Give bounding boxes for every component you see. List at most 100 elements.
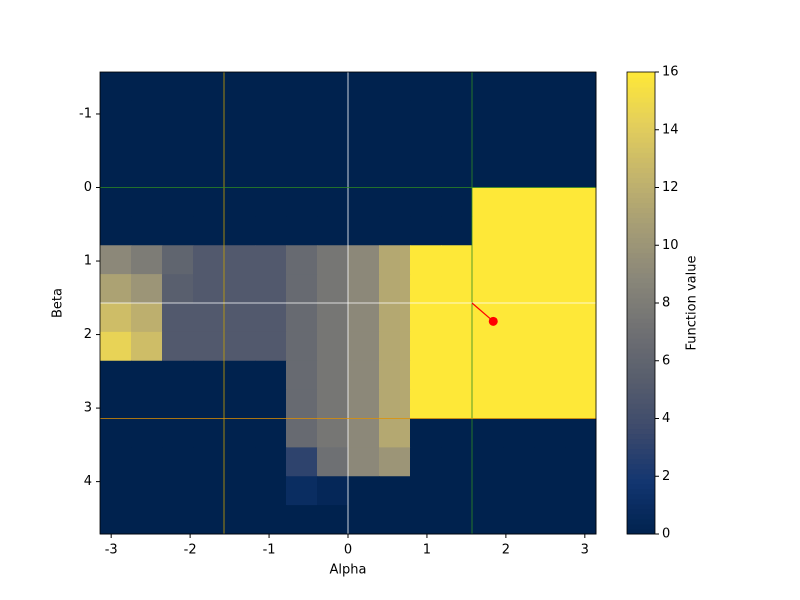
heatmap-cell bbox=[162, 331, 194, 362]
heatmap-cell bbox=[441, 447, 473, 477]
colorbar-segment bbox=[627, 523, 655, 530]
colorbar-segment bbox=[627, 518, 655, 525]
heatmap-cell bbox=[503, 418, 535, 448]
heatmap-cell bbox=[348, 274, 380, 304]
heatmap-cell bbox=[379, 245, 411, 275]
heatmap-cell bbox=[534, 245, 566, 275]
heatmap-cell bbox=[534, 303, 566, 333]
heatmap-cell bbox=[162, 158, 194, 188]
heatmap-cell bbox=[131, 505, 163, 535]
heatmap-cell bbox=[224, 216, 256, 246]
heatmap-cell bbox=[348, 72, 380, 102]
heatmap-cell bbox=[410, 187, 442, 217]
heatmap-cell bbox=[503, 72, 535, 102]
heatmap-cell bbox=[379, 158, 411, 188]
heatmap-cell bbox=[162, 476, 194, 506]
colorbar-segment bbox=[627, 172, 655, 178]
heatmap-cell bbox=[534, 360, 566, 391]
colorbar-tick-label: 6 bbox=[662, 353, 670, 368]
heatmap-cell bbox=[286, 216, 318, 246]
heatmap-cell bbox=[565, 389, 597, 419]
heatmap-cell bbox=[100, 129, 132, 160]
heatmap-cell bbox=[534, 129, 566, 160]
heatmap-cell bbox=[131, 303, 163, 333]
colorbar-segment bbox=[627, 262, 655, 269]
heatmap-cell bbox=[565, 158, 597, 188]
heatmap-cell bbox=[224, 331, 256, 362]
heatmap-cell bbox=[379, 303, 411, 333]
heatmap-cell bbox=[348, 447, 380, 477]
colorbar-segment bbox=[627, 368, 655, 374]
heatmap-cell bbox=[534, 505, 566, 535]
heatmap-cell bbox=[224, 187, 256, 217]
heatmap-cell bbox=[379, 447, 411, 477]
heatmap-cell bbox=[224, 245, 256, 275]
heatmap-cell bbox=[410, 245, 442, 275]
colorbar-segment bbox=[627, 388, 655, 394]
heatmap-cell bbox=[193, 447, 225, 477]
heatmap-cell bbox=[162, 447, 194, 477]
x-axis-label: Alpha bbox=[330, 563, 367, 578]
heatmap-cell bbox=[255, 187, 287, 217]
y-axis-label: Beta bbox=[51, 288, 66, 318]
colorbar-segment bbox=[627, 348, 655, 354]
heatmap-cell bbox=[224, 100, 256, 131]
colorbar-tick-label: 14 bbox=[662, 122, 679, 137]
heatmap-cell bbox=[472, 100, 504, 131]
y-tick-label: 4 bbox=[84, 474, 92, 489]
heatmap-cell bbox=[441, 360, 473, 391]
heatmap-cell bbox=[503, 100, 535, 131]
heatmap-cell bbox=[255, 303, 287, 333]
heatmap-cell bbox=[441, 418, 473, 448]
x-tick-label: 3 bbox=[581, 543, 589, 558]
heatmap-cell bbox=[131, 158, 163, 188]
heatmap-cell bbox=[441, 303, 473, 333]
heatmap-cell bbox=[193, 476, 225, 506]
heatmap-cell bbox=[162, 216, 194, 246]
heatmap-cell bbox=[503, 187, 535, 217]
colorbar-segment bbox=[627, 448, 655, 455]
colorbar-segment bbox=[627, 313, 655, 319]
colorbar-segment bbox=[627, 498, 655, 505]
heatmap-cell bbox=[224, 158, 256, 188]
heatmap-cell bbox=[472, 216, 504, 246]
heatmap-cell bbox=[286, 187, 318, 217]
colorbar-segment bbox=[627, 122, 655, 128]
heatmap-cell bbox=[286, 389, 318, 419]
heatmap-cell bbox=[472, 447, 504, 477]
heatmap-cell bbox=[193, 331, 225, 362]
colorbar-segment bbox=[627, 267, 655, 274]
heatmap-cell bbox=[255, 331, 287, 362]
heatmap-cell bbox=[224, 476, 256, 506]
heatmap-cell bbox=[565, 245, 597, 275]
heatmap-cell bbox=[317, 72, 349, 102]
heatmap-cell bbox=[534, 331, 566, 362]
heatmap-cell bbox=[100, 389, 132, 419]
colorbar-segment bbox=[627, 528, 655, 535]
heatmap-cell bbox=[162, 129, 194, 160]
x-tick-label: 0 bbox=[344, 543, 352, 558]
heatmap-cell bbox=[534, 72, 566, 102]
y-tick-label: 1 bbox=[84, 254, 92, 269]
x-tick-label: -3 bbox=[105, 543, 118, 558]
heatmap-cell bbox=[317, 447, 349, 477]
heatmap-cell bbox=[131, 245, 163, 275]
colorbar-segment bbox=[627, 443, 655, 450]
heatmap-cell bbox=[162, 505, 194, 535]
x-tick-label: 2 bbox=[502, 543, 510, 558]
y-tick-label: 2 bbox=[84, 327, 92, 342]
heatmap-cell bbox=[100, 447, 132, 477]
heatmap-cell bbox=[379, 129, 411, 160]
heatmap-cell bbox=[503, 158, 535, 188]
colorbar-segment bbox=[627, 232, 655, 239]
heatmap-cell bbox=[410, 476, 442, 506]
colorbar-segment bbox=[627, 383, 655, 389]
heatmap-cell bbox=[410, 129, 442, 160]
heatmap-cell bbox=[162, 389, 194, 419]
heatmap-cell bbox=[379, 72, 411, 102]
heatmap-cell bbox=[503, 129, 535, 160]
heatmap-cell bbox=[472, 331, 504, 362]
heatmap-cell bbox=[131, 389, 163, 419]
colorbar-segment bbox=[627, 242, 655, 249]
colorbar-segment bbox=[627, 277, 655, 284]
